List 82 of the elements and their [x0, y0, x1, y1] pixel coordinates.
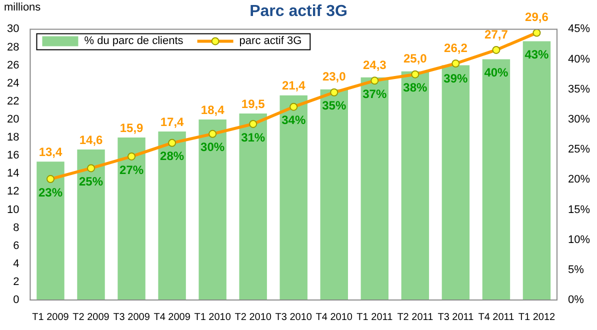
y2-tick-label: 40% — [568, 53, 590, 66]
y-tick-label: 20 — [6, 114, 20, 126]
bar — [320, 89, 348, 300]
data-label: 15,9 — [120, 120, 144, 135]
y-axis-title: millions — [4, 2, 42, 14]
y2-tick-label: 35% — [568, 83, 590, 96]
x-tick-label: T3 2011 — [438, 312, 474, 323]
legend-label: parc actif 3G — [239, 35, 302, 48]
y-tick-label: 0 — [13, 294, 20, 306]
y-tick-label: 26 — [6, 59, 20, 72]
bar — [77, 150, 105, 300]
y2-tick-label: 5% — [568, 264, 584, 276]
y-tick-label: 24 — [6, 77, 20, 90]
y2-tick-label: 10% — [568, 234, 590, 246]
x-tick-label: T3 2009 — [113, 312, 150, 323]
x-tick-label: T2 2009 — [72, 312, 110, 323]
y2-tick-label: 45% — [568, 23, 590, 36]
data-label: 35% — [322, 98, 346, 113]
data-label: 24,3 — [362, 58, 387, 72]
y-tick-label: 8 — [13, 222, 20, 234]
x-tick-label: T4 2010 — [316, 312, 353, 323]
data-label: 34% — [282, 113, 306, 128]
bar — [36, 162, 64, 300]
y-tick-label: 16 — [6, 150, 20, 162]
data-label: 27% — [120, 162, 144, 177]
x-tick-label: T1 2012 — [518, 312, 556, 323]
data-label: 21,4 — [282, 78, 306, 93]
x-tick-label: T1 2009 — [32, 312, 70, 323]
x-tick-label: T2 2011 — [397, 312, 434, 323]
bar — [482, 59, 510, 300]
y-tick-label: 28 — [6, 41, 20, 54]
bar — [118, 138, 146, 300]
data-label: 37% — [362, 86, 387, 101]
data-label: 17,4 — [160, 114, 184, 129]
chart-title: Parc actif 3G — [250, 3, 348, 20]
y-tick-label: 14 — [6, 168, 20, 180]
data-label: 26,2 — [444, 40, 468, 55]
y-tick-label: 22 — [6, 95, 20, 108]
data-label: 14,6 — [79, 132, 104, 147]
x-tick-label: T3 2010 — [275, 312, 312, 323]
data-label: 27,7 — [484, 27, 508, 42]
y2-tick-label: 25% — [568, 144, 590, 156]
bar — [401, 71, 430, 300]
data-label: 28% — [160, 149, 184, 164]
data-label: 23% — [38, 185, 63, 200]
data-label: 40% — [484, 66, 509, 80]
bar — [522, 41, 551, 300]
y-tick-label: 12 — [6, 186, 20, 198]
y2-tick-label: 30% — [568, 114, 590, 126]
data-label: 23,0 — [322, 70, 346, 84]
data-label: 19,5 — [241, 96, 266, 111]
bar — [158, 132, 186, 300]
bar — [280, 95, 308, 300]
data-label: 18,4 — [200, 102, 225, 117]
x-tick-label: T4 2011 — [478, 312, 515, 323]
legend-label: % du parc de clients — [84, 35, 184, 48]
data-label: 29,6 — [525, 10, 549, 24]
y-tick-label: 18 — [6, 132, 20, 144]
y-tick-label: 6 — [13, 240, 20, 252]
x-tick-label: T1 2010 — [194, 312, 232, 323]
y-tick-label: 30 — [6, 23, 20, 36]
data-label: 39% — [444, 72, 468, 86]
x-tick-label: T1 2011 — [356, 312, 394, 323]
y2-tick-label: 0% — [568, 294, 584, 306]
x-tick-label: T2 2010 — [234, 312, 272, 323]
y-tick-label: 2 — [13, 276, 20, 288]
data-label: 25,0 — [403, 52, 428, 66]
bar — [442, 65, 470, 300]
bar — [239, 113, 267, 300]
bar — [360, 77, 389, 300]
bar — [198, 119, 226, 300]
data-label: 13,4 — [38, 144, 62, 159]
y-tick-label: 10 — [6, 204, 20, 216]
y-tick-label: 4 — [13, 258, 20, 270]
data-label: 30% — [200, 140, 225, 154]
data-label: 31% — [241, 130, 266, 144]
y2-tick-label: 20% — [568, 174, 590, 186]
y2-tick-label: 15% — [568, 204, 590, 216]
x-tick-label: T4 2009 — [154, 312, 191, 323]
data-label: 25% — [79, 174, 104, 189]
data-label: 38% — [403, 80, 428, 95]
data-label: 43% — [524, 48, 550, 62]
